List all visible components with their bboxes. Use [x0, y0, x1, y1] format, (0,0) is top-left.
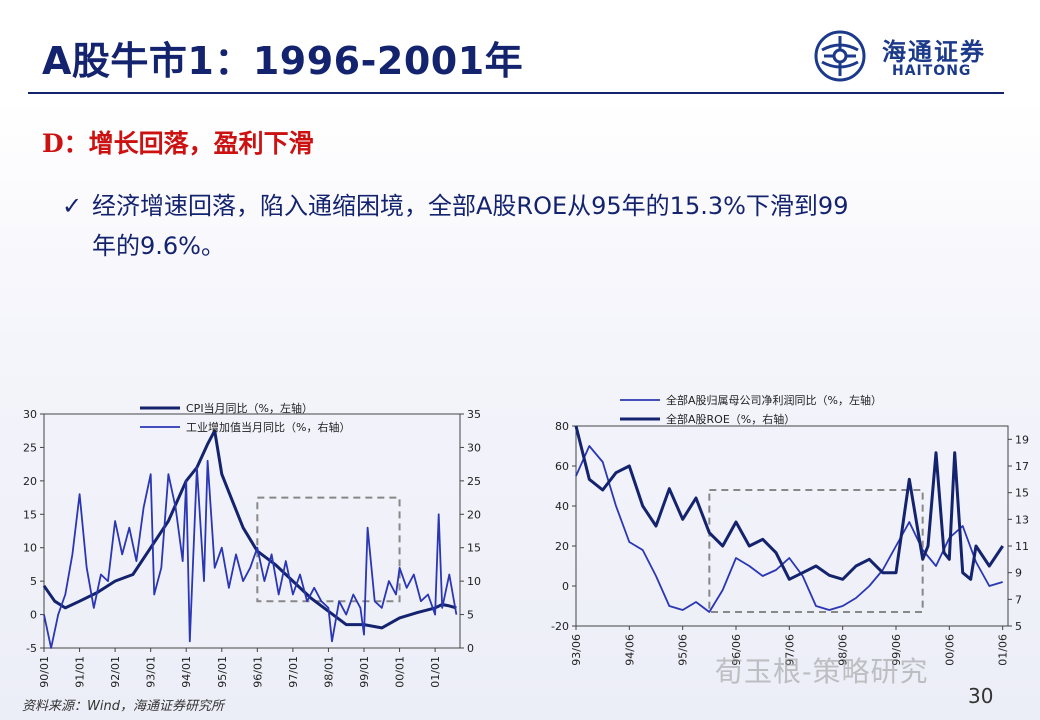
left-axis-tick-label: 80	[555, 420, 569, 433]
bullet-point: ✓ 经济增速回落，陷入通缩困境，全部A股ROE从95年的15.3%下滑到99 年…	[62, 186, 1014, 266]
highlight-dashed-box	[708, 489, 924, 613]
x-axis-tick-label: 94/06	[623, 634, 636, 666]
haitong-logo: 海通证券 HAITONG	[814, 30, 1014, 86]
section-subtitle: D：增长回落，盈利下滑	[42, 129, 314, 158]
right-axis-tick-label: 13	[1015, 513, 1029, 526]
x-axis-tick-label: 01/01	[429, 656, 442, 688]
left-axis-tick-label: 25	[23, 441, 37, 454]
right-axis-tick-label: 5	[1015, 620, 1022, 633]
source-note: 资料来源：Wind，海通证券研究所	[22, 699, 224, 714]
right-axis-tick-label: 17	[1015, 460, 1029, 473]
right-axis-tick-label: 15	[1015, 487, 1029, 500]
left-axis-tick-label: 20	[23, 475, 37, 488]
left-axis-tick-label: 30	[23, 408, 37, 421]
page-number: 30	[968, 684, 994, 708]
x-axis-tick-label: 91/01	[74, 656, 87, 688]
x-axis-tick-label: 98/01	[322, 656, 335, 688]
x-axis-tick-label: 00/01	[394, 656, 407, 688]
right-axis-tick-label: 10	[467, 575, 481, 588]
haitong-emblem-icon	[814, 30, 866, 82]
background-gradient	[0, 100, 1040, 720]
left-axis-tick-label: 0	[562, 580, 569, 593]
x-axis-tick-label: 94/01	[180, 656, 193, 688]
x-axis-tick-label: 96/01	[251, 656, 264, 688]
x-axis-tick-label: 99/01	[358, 656, 371, 688]
x-axis-tick-label: 99/06	[890, 634, 903, 666]
chart-profit-roe: 80 60 40 20 0 -20 19 17 15 13 11 9 7 5 93/06 94/06 95/06…	[551, 393, 1029, 666]
left-axis-tick-label: 20	[555, 540, 569, 553]
legend-label: 全部A股归属母公司净利润同比（%，左轴）	[666, 393, 882, 407]
left-axis-tick-label: 15	[23, 508, 37, 521]
x-axis-tick-label: 93/06	[570, 634, 583, 666]
x-axis-tick-label: 97/06	[783, 634, 796, 666]
highlight-dashed-box	[256, 496, 401, 603]
right-axis-tick-label: 30	[467, 441, 481, 454]
right-axis-tick-label: 19	[1015, 433, 1029, 446]
right-axis-tick-label: 20	[467, 508, 481, 521]
series-line-1	[42, 429, 457, 630]
x-axis-tick-label: 98/06	[837, 634, 850, 666]
legend-label: 全部A股ROE（%，右轴）	[666, 412, 795, 426]
legend-label: CPI当月同比（%，左轴）	[186, 401, 313, 415]
right-axis-tick-label: 15	[467, 542, 481, 555]
series-line-2	[574, 425, 1004, 581]
left-axis-tick-label: 0	[30, 609, 37, 622]
right-axis-tick-label: 35	[467, 408, 481, 421]
right-axis-tick-label: 9	[1015, 567, 1022, 580]
legend-label: 工业增加值当月同比（%，右轴）	[186, 420, 350, 434]
x-axis-tick-label: 00/06	[943, 634, 956, 666]
logo-english-text: HAITONG	[892, 63, 972, 79]
wechat-watermark: 荀玉根-策略研究	[715, 655, 929, 688]
left-axis-tick-label: 10	[23, 542, 37, 555]
x-axis-tick-label: 01/06	[997, 634, 1010, 666]
bullet-text-line-1: 经济增速回落，陷入通缩困境，全部A股ROE从95年的15.3%下滑到99	[92, 192, 849, 220]
x-axis-tick-label: 92/01	[109, 656, 122, 688]
right-axis-tick-label: 25	[467, 475, 481, 488]
right-axis-tick-label: 0	[467, 642, 474, 655]
logo-chinese-text: 海通证券	[882, 37, 986, 66]
left-axis-tick-label: 60	[555, 460, 569, 473]
x-axis-tick-label: 97/01	[287, 656, 300, 688]
chart-cpi-industrial: 30 25 20 15 10 5 0 -5 35 30 25 20 15 10 5 0 90/01 91/01 92…	[23, 401, 481, 688]
right-axis-tick-label: 5	[467, 609, 474, 622]
left-axis-tick-label: -5	[26, 642, 37, 655]
left-axis-tick-label: 5	[30, 575, 37, 588]
x-axis-tick-label: 95/06	[677, 634, 690, 666]
slide-title: A股牛市1：1996-2001年	[42, 39, 524, 83]
plot-frame	[43, 413, 461, 649]
left-axis-tick-label: 40	[555, 500, 569, 513]
x-axis-tick-label: 93/01	[145, 656, 158, 688]
checkmark-icon: ✓	[62, 192, 83, 220]
left-axis-tick-label: -20	[551, 620, 569, 633]
series-line-1	[575, 445, 1003, 613]
x-axis-tick-label: 90/01	[38, 656, 51, 688]
x-axis-tick-label: 95/01	[216, 656, 229, 688]
right-axis-tick-label: 7	[1015, 593, 1022, 606]
plot-frame	[575, 425, 1009, 627]
right-axis-tick-label: 11	[1015, 540, 1029, 553]
x-axis-tick-label: 96/06	[730, 634, 743, 666]
series-line-2	[43, 459, 458, 649]
bullet-text-line-2: 年的9.6%。	[92, 232, 225, 260]
header-rule	[28, 92, 1004, 94]
